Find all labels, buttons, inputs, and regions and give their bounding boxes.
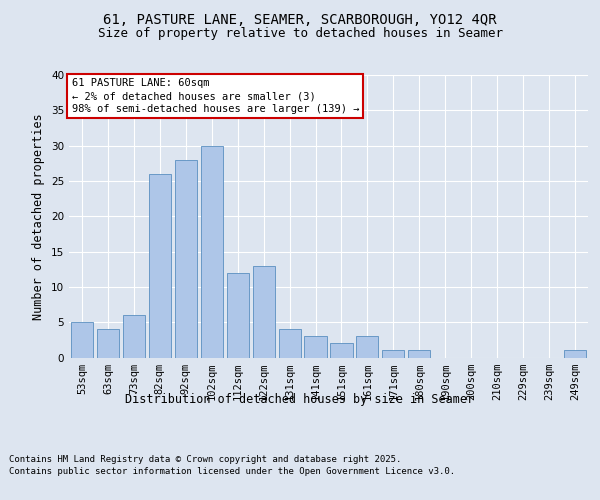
Bar	[304, 336, 326, 357]
Bar	[278, 329, 301, 358]
Text: Size of property relative to detached houses in Seamer: Size of property relative to detached ho…	[97, 28, 503, 40]
Bar	[356, 336, 379, 357]
Text: Contains HM Land Registry data © Crown copyright and database right 2025.: Contains HM Land Registry data © Crown c…	[9, 455, 401, 464]
Bar	[253, 266, 275, 358]
Bar	[408, 350, 430, 358]
Bar	[175, 160, 197, 358]
Bar	[200, 146, 223, 358]
Text: 61, PASTURE LANE, SEAMER, SCARBOROUGH, YO12 4QR: 61, PASTURE LANE, SEAMER, SCARBOROUGH, Y…	[103, 12, 497, 26]
Bar	[382, 350, 404, 358]
Bar	[97, 329, 119, 358]
Y-axis label: Number of detached properties: Number of detached properties	[32, 113, 46, 320]
Bar	[227, 273, 249, 357]
Bar	[71, 322, 93, 358]
Text: 61 PASTURE LANE: 60sqm
← 2% of detached houses are smaller (3)
98% of semi-detac: 61 PASTURE LANE: 60sqm ← 2% of detached …	[71, 78, 359, 114]
Text: Distribution of detached houses by size in Seamer: Distribution of detached houses by size …	[125, 392, 475, 406]
Bar	[149, 174, 171, 358]
Text: Contains public sector information licensed under the Open Government Licence v3: Contains public sector information licen…	[9, 467, 455, 476]
Bar	[331, 344, 353, 357]
Bar	[564, 350, 586, 358]
Bar	[123, 315, 145, 358]
